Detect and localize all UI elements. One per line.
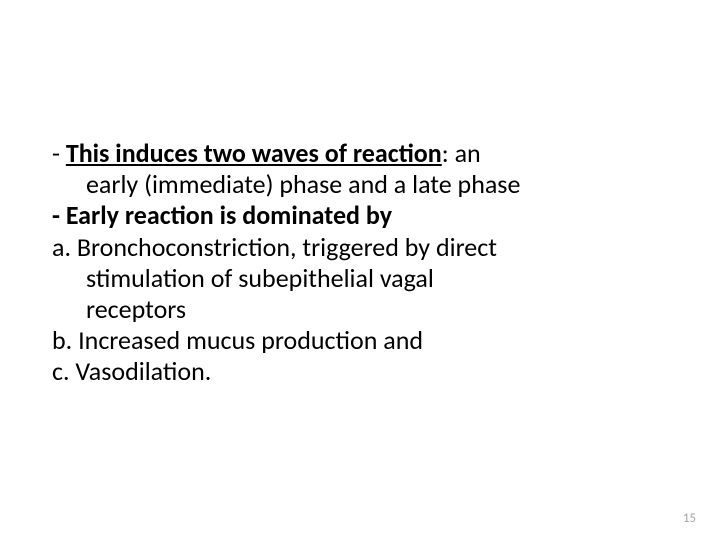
text-line-4: a. Bronchoconstriction, triggered by dir… bbox=[52, 232, 680, 263]
text-line-2: early (immediate) phase and a late phase bbox=[52, 169, 680, 200]
slide-content: - This induces two waves of reaction: an… bbox=[52, 138, 680, 388]
text-line-6: receptors bbox=[52, 294, 680, 325]
text-line-5: stimulation of subepithelial vagal bbox=[52, 263, 680, 294]
text-segment-1: : an bbox=[442, 137, 481, 169]
text-line-3: - Early reaction is dominated by bbox=[52, 200, 680, 231]
text-line-8: c. Vasodilation. bbox=[52, 356, 680, 387]
page-number: 15 bbox=[683, 511, 696, 526]
bold-phrase-1: This induces two waves of reaction bbox=[66, 137, 442, 169]
text-line-1: - This induces two waves of reaction: an bbox=[52, 138, 680, 169]
text-line-7: b. Increased mucus production and bbox=[52, 325, 680, 356]
bullet-dash: - bbox=[52, 137, 66, 169]
